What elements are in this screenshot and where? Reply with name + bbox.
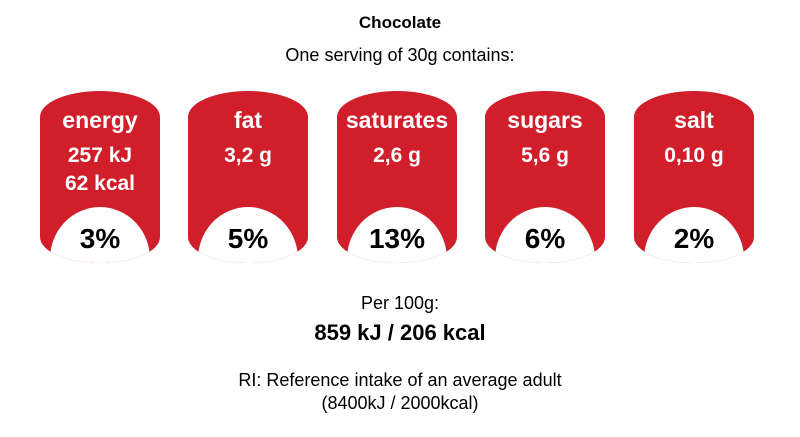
nutrient-name: salt — [674, 107, 714, 133]
nutrient-amount-value: 2,6 g — [373, 144, 421, 167]
nutrient-amount-value: 3,2 g — [224, 144, 272, 167]
nutrient-amount: 257 kJ 62 kcal — [40, 142, 160, 198]
nutrient-amount-value: 0,10 g — [664, 144, 724, 167]
nutrient-amount-kcal: 62 kcal — [64, 172, 136, 195]
nutrient-ri-percent: 5% — [198, 207, 298, 263]
reference-intake-note: RI: Reference intake of an average adult — [238, 370, 562, 390]
nutrient-tile-saturates: saturates 2,6 g 13% — [337, 91, 457, 263]
nutrient-ri-percent: 2% — [644, 207, 744, 263]
nutrient-tile-salt: salt 0,10 g 2% — [634, 91, 754, 263]
nutrient-name: energy — [62, 107, 138, 133]
nutrient-amount: 3,2 g — [188, 142, 308, 170]
nutrient-ri-percent: 6% — [495, 207, 595, 263]
nutrient-tile-fat: fat 3,2 g 5% — [188, 91, 308, 263]
nutrient-ri-percent: 13% — [347, 207, 447, 263]
nutrient-amount-value: 5,6 g — [521, 144, 569, 167]
nutrient-ri-percent: 3% — [50, 207, 150, 263]
nutrient-name: saturates — [345, 107, 449, 133]
reference-intake-values: (8400kJ / 2000kcal) — [321, 393, 479, 413]
serving-subtitle: One serving of 30g contains: — [285, 45, 515, 65]
nutrient-amount-kj: 257 kJ — [67, 144, 133, 167]
nutrient-tile-energy: energy 257 kJ 62 kcal 3% — [40, 91, 160, 263]
product-title: Chocolate — [358, 13, 442, 32]
nutrient-amount: 0,10 g — [634, 142, 754, 170]
nutrient-tile-sugars: sugars 5,6 g 6% — [485, 91, 605, 263]
nutrient-name: fat — [233, 107, 263, 133]
nutrient-amount: 2,6 g — [337, 142, 457, 170]
nutrient-name: sugars — [507, 107, 583, 133]
nutrient-amount: 5,6 g — [485, 142, 605, 170]
per-100g-label: Per 100g: — [360, 293, 440, 313]
per-100g-value: 859 kJ / 206 kcal — [314, 320, 486, 345]
